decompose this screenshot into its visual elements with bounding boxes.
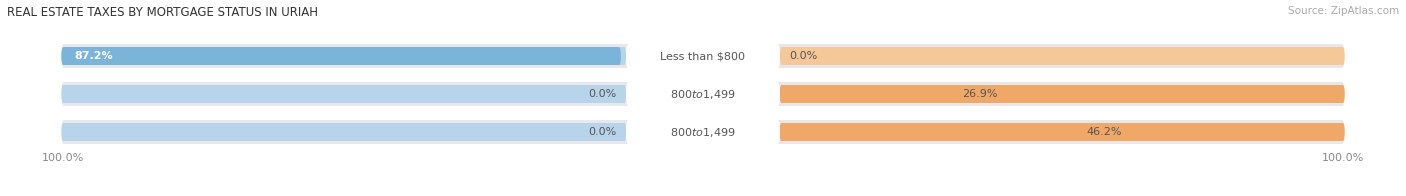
Circle shape — [1341, 85, 1344, 103]
Bar — [628, 44, 778, 68]
Circle shape — [776, 44, 780, 68]
Circle shape — [780, 123, 783, 141]
Bar — [782, 123, 1076, 141]
Circle shape — [1341, 47, 1344, 65]
Text: REAL ESTATE TAXES BY MORTGAGE STATUS IN URIAH: REAL ESTATE TAXES BY MORTGAGE STATUS IN … — [7, 6, 318, 19]
Circle shape — [1341, 123, 1344, 141]
Circle shape — [62, 82, 66, 106]
Bar — [63, 123, 624, 141]
Circle shape — [62, 85, 65, 103]
Circle shape — [62, 44, 66, 68]
Circle shape — [949, 85, 953, 103]
Bar — [782, 47, 1343, 65]
Circle shape — [776, 82, 780, 106]
Text: $800 to $1,499: $800 to $1,499 — [671, 125, 735, 139]
Text: 100.0%: 100.0% — [1322, 153, 1364, 163]
Text: 0.0%: 0.0% — [588, 127, 616, 137]
Text: 0.0%: 0.0% — [588, 89, 616, 99]
Bar — [628, 82, 778, 106]
Circle shape — [780, 85, 783, 103]
Circle shape — [1340, 82, 1344, 106]
Text: 46.2%: 46.2% — [1085, 127, 1122, 137]
Bar — [628, 120, 778, 144]
Text: 26.9%: 26.9% — [962, 89, 998, 99]
Bar — [782, 85, 1343, 103]
Circle shape — [776, 120, 780, 144]
Circle shape — [62, 123, 65, 141]
Text: $800 to $1,499: $800 to $1,499 — [671, 88, 735, 101]
Text: Source: ZipAtlas.com: Source: ZipAtlas.com — [1288, 6, 1399, 16]
Circle shape — [780, 123, 783, 141]
Circle shape — [623, 123, 626, 141]
Circle shape — [626, 82, 630, 106]
Bar — [782, 85, 1343, 103]
Bar — [63, 85, 624, 103]
Bar — [63, 47, 624, 65]
Text: 0.0%: 0.0% — [790, 51, 818, 61]
Text: Less than $800: Less than $800 — [661, 51, 745, 61]
Circle shape — [623, 47, 626, 65]
Bar — [63, 44, 1343, 68]
Text: 87.2%: 87.2% — [75, 51, 112, 61]
Bar — [782, 123, 1343, 141]
Bar — [63, 47, 620, 65]
Bar — [63, 120, 1343, 144]
Circle shape — [1340, 44, 1344, 68]
Circle shape — [617, 47, 621, 65]
Circle shape — [62, 47, 65, 65]
Bar — [782, 85, 950, 103]
Circle shape — [780, 85, 783, 103]
Circle shape — [623, 85, 626, 103]
Circle shape — [62, 47, 65, 65]
Circle shape — [780, 47, 783, 65]
Circle shape — [626, 44, 630, 68]
Circle shape — [62, 120, 66, 144]
Circle shape — [1341, 85, 1344, 103]
Circle shape — [1073, 123, 1077, 141]
Circle shape — [780, 123, 783, 141]
Circle shape — [1340, 120, 1344, 144]
Bar — [782, 123, 1343, 141]
Circle shape — [1341, 123, 1344, 141]
Circle shape — [780, 85, 783, 103]
Circle shape — [626, 120, 630, 144]
Bar — [63, 82, 1343, 106]
Text: 100.0%: 100.0% — [42, 153, 84, 163]
